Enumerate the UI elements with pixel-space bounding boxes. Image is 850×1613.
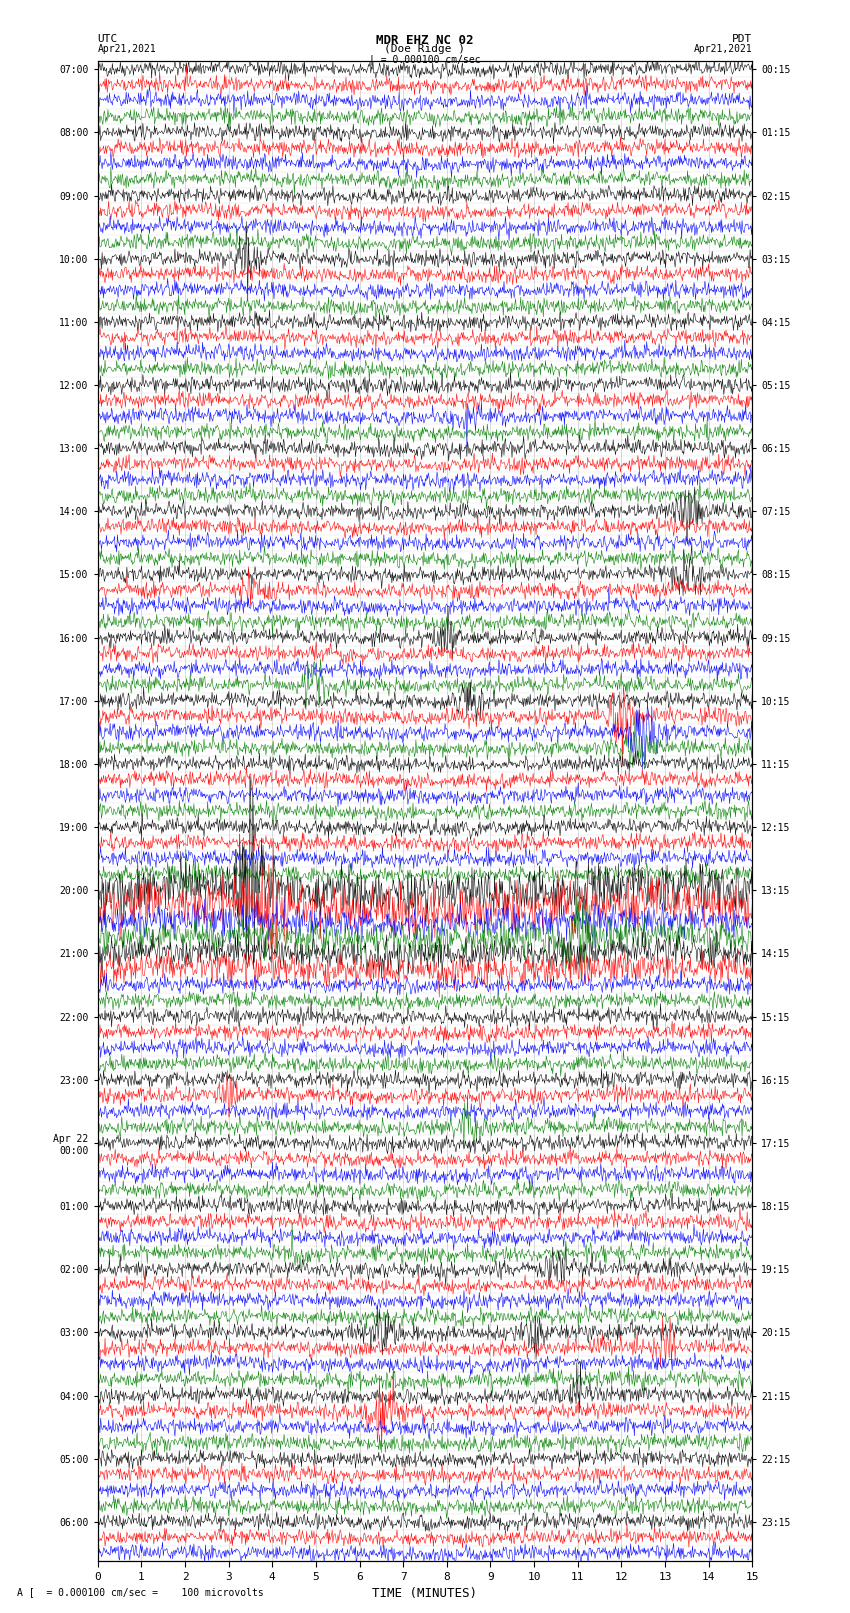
Text: Apr21,2021: Apr21,2021 <box>98 44 156 53</box>
X-axis label: TIME (MINUTES): TIME (MINUTES) <box>372 1587 478 1600</box>
Text: Apr21,2021: Apr21,2021 <box>694 44 752 53</box>
Text: PDT: PDT <box>732 34 752 44</box>
Text: UTC: UTC <box>98 34 118 44</box>
Text: MDR EHZ NC 02: MDR EHZ NC 02 <box>377 34 473 47</box>
Text: | = 0.000100 cm/sec: | = 0.000100 cm/sec <box>369 55 481 66</box>
Text: A [  = 0.000100 cm/sec =    100 microvolts: A [ = 0.000100 cm/sec = 100 microvolts <box>17 1587 264 1597</box>
Text: (Doe Ridge ): (Doe Ridge ) <box>384 44 466 53</box>
